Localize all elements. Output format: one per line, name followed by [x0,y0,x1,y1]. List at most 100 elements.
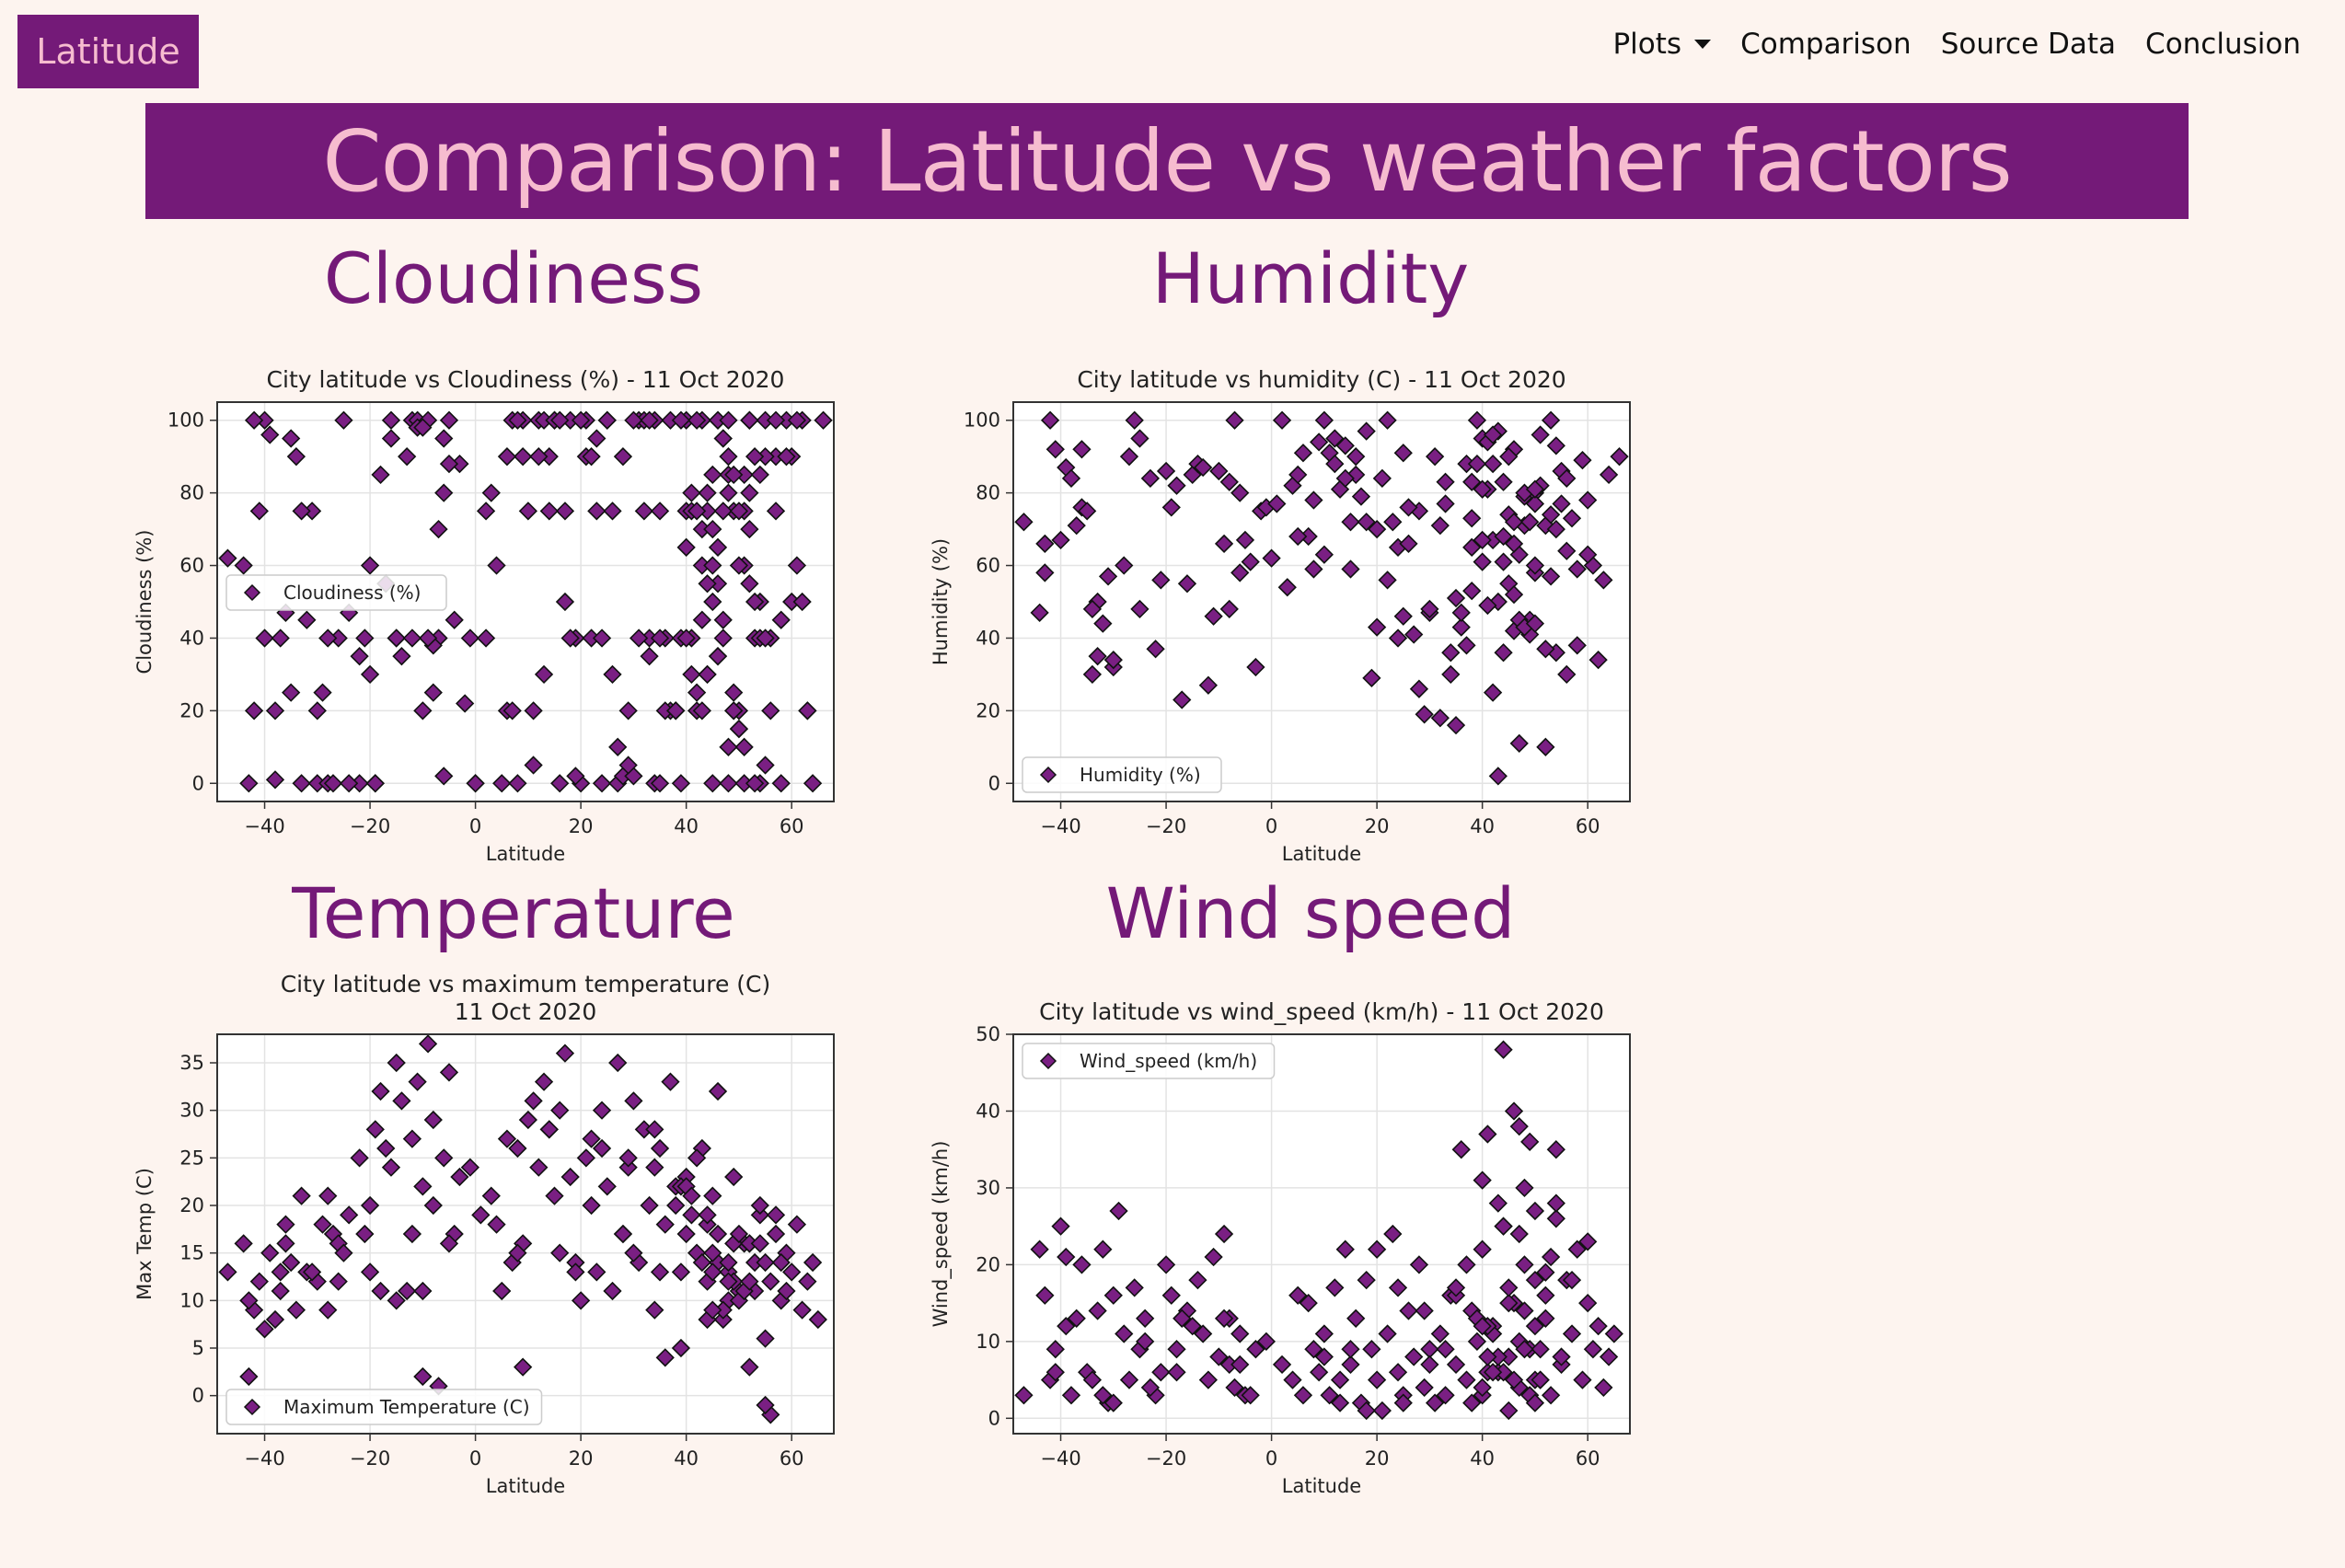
scatter-point [445,610,464,629]
scatter-point [318,1300,338,1320]
scatter-point [1546,1193,1565,1213]
scatter-point [1504,534,1524,554]
scatter-point [1367,1239,1387,1259]
scatter-point [398,447,417,467]
scatter-point [1219,472,1239,491]
scatter-point [650,1262,670,1282]
scatter-point [529,447,549,467]
diamond-marker-icon [1039,1052,1057,1070]
nav-comparison[interactable]: Comparison [1740,28,1912,61]
scatter-point [350,1148,369,1168]
x-tick-label: −20 [350,1447,390,1470]
scatter-point [1103,1393,1123,1412]
scatter-point [1283,1370,1302,1389]
scatter-point [740,483,759,502]
scatter-point [1494,1040,1513,1059]
scatter-point [265,770,285,790]
legend-label: Cloudiness (%) [283,582,421,604]
scatter-point [1172,690,1192,709]
scatter-point [1272,1355,1292,1375]
scatter-point [1541,410,1561,430]
scatter-point [1578,545,1598,564]
scatter-point [1151,1363,1171,1382]
scatter-point [1446,1355,1466,1375]
scatter-point [771,610,791,629]
scatter-point [387,628,406,648]
scatter-point [392,1091,411,1111]
scatter-point [787,1215,807,1234]
x-tick-label: 40 [674,815,699,837]
scatter-point [1383,513,1403,532]
scatter-point [350,647,369,666]
scatter-point [555,502,575,521]
scatter-point [1288,526,1308,547]
scatter-point [1093,614,1113,633]
scatter-point [1578,490,1598,510]
scatter-point [1415,1378,1434,1398]
scatter-point [371,1081,390,1101]
scatter-point [613,447,633,467]
scatter-point [376,1138,396,1159]
scatter-point [650,502,670,521]
scatter-point [719,447,738,467]
scatter-point [1140,468,1161,488]
scatter-point [1362,1340,1381,1359]
scatter-point [687,410,707,430]
scatter-point [1557,541,1577,560]
scatter-point [460,628,480,648]
chart-title: City latitude vs maximum temperature (C) [281,971,771,997]
scatter-point [1536,1309,1555,1328]
nav-plots-dropdown[interactable]: Plots [1612,28,1712,61]
scatter-point [1436,1386,1455,1405]
scatter-point [734,737,754,756]
scatter-point [1072,440,1092,459]
nav-source-data[interactable]: Source Data [1940,28,2117,61]
brand-link[interactable]: Latitude [17,15,199,88]
scatter-point [1462,509,1482,528]
section-title-temperature: Temperature [292,872,735,954]
scatter-point [1599,1347,1619,1366]
scatter-point [703,519,722,539]
scatter-point [323,774,343,793]
scatter-point [439,410,459,430]
legend-label: Humidity (%) [1080,764,1201,786]
y-tick-label: 100 [964,409,1000,432]
scatter-point [1393,1393,1413,1412]
scatter-point [640,1195,659,1216]
scatter-point [729,1224,749,1244]
scatter-point [550,774,570,793]
scatter-point [592,628,612,648]
scatter-point [666,1195,686,1216]
scatter-point [761,701,780,721]
scatter-point [1462,537,1482,557]
x-tick-label: −40 [1040,1447,1080,1470]
scatter-point [418,1034,438,1054]
scatter-point [687,502,707,521]
scatter-point [1494,643,1513,663]
scatter-point [1473,1378,1492,1398]
scatter-point [713,429,733,448]
scatter-point [687,1148,707,1168]
scatter-point [1219,599,1239,619]
scatter-point [1293,1386,1313,1405]
scatter-point [360,1262,380,1282]
scatter-point [423,1110,443,1130]
scatter-point [1314,545,1334,564]
scatter-point [1462,582,1482,601]
scatter-point [1552,494,1571,513]
scatter-point [1420,1355,1439,1375]
scatter-point [313,1215,332,1234]
scatter-point [692,610,711,629]
nav-conclusion[interactable]: Conclusion [2145,28,2301,61]
scatter-point [1293,444,1313,463]
scatter-point [1235,530,1255,550]
scatter-point [1346,447,1366,467]
scatter-point [560,1167,580,1187]
scatter-point [1473,1239,1492,1259]
scatter-point [497,1129,517,1148]
scatter-point [682,1186,701,1205]
scatter-point [1499,1401,1519,1421]
scatter-point [1478,1124,1497,1144]
scatter-point [597,1177,617,1196]
temperature-scatter-chart: −40 −20 0 20 40 60 0 5 10 15 20 25 30 35 City latitude… [133,971,835,1497]
